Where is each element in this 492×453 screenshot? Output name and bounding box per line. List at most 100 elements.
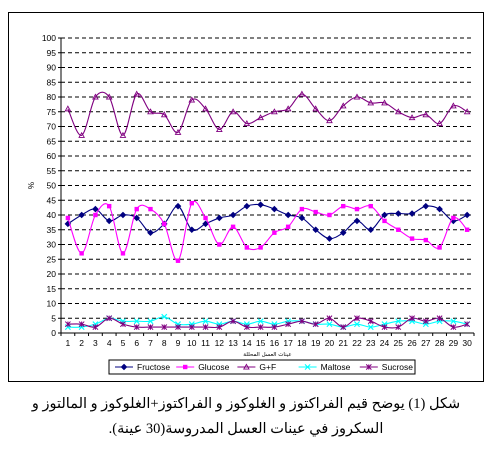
legend-box [108,359,416,375]
y-tick-label: 30 [47,240,57,250]
data-point-fructose [78,211,85,219]
data-point-glucose [437,245,442,250]
data-point-fructose [147,229,154,237]
data-point-fructose [188,226,196,234]
y-tick-label: 75 [47,107,57,117]
axis-labels: 0510152025303540455055606570758085909510… [27,33,472,358]
data-point-g-f [463,108,471,115]
series-line-maltose [67,316,468,328]
x-tick-label: 2 [79,338,84,348]
data-point-g-f [271,108,278,115]
data-point-sucrose [64,321,71,328]
x-tick-label: 28 [435,338,445,348]
y-tick-label: 100 [42,33,56,43]
data-point-glucose [230,224,236,229]
data-point-maltose [147,318,154,325]
data-point-g-f [92,93,99,100]
x-tick-label: 16 [270,338,280,348]
x-tick-label: 27 [421,338,431,348]
y-tick-label: 20 [47,269,57,279]
data-point-glucose [299,206,305,212]
x-tick-label: 15 [256,338,266,348]
y-tick-label: 70 [47,122,57,132]
data-point-glucose [327,212,332,218]
data-point-fructose [353,217,361,225]
x-tick-label: 13 [228,338,238,348]
data-point-glucose [175,258,181,263]
data-point-g-f [229,108,237,115]
data-point-glucose [134,206,139,212]
data-point-sucrose [230,318,237,325]
data-point-maltose [202,318,209,325]
y-axis-title: % [27,182,36,189]
data-point-fructose [92,205,99,213]
y-tick-label: 90 [47,63,57,73]
data-point-g-f [284,105,292,112]
data-point-sucrose [285,321,292,328]
x-tick-label: 18 [297,338,307,348]
series-g-f [64,90,471,138]
data-point-g-f [367,99,375,106]
legend-label-maltose: Maltose [321,362,351,372]
data-point-g-f [202,105,209,112]
data-point-fructose [257,201,264,208]
data-point-g-f [422,111,430,118]
data-point-glucose [368,203,373,209]
data-point-glucose [396,227,401,232]
y-tick-label: 35 [47,225,57,235]
y-tick-label: 80 [47,92,57,102]
data-point-sucrose [409,315,416,322]
caption-line-1: شكل (1) يوضح قيم الفراكتوز و الغلوكوز و … [31,396,461,412]
data-point-g-f [147,108,154,115]
data-point-sucrose [422,318,429,325]
x-tick-label: 26 [407,338,417,348]
data-point-sucrose [202,324,209,331]
data-point-sucrose [216,324,223,331]
y-tick-label: 65 [47,136,57,146]
legend-label-fructose: Fructose [137,362,170,372]
x-tick-label: 23 [366,338,376,348]
x-tick-label: 20 [325,338,335,348]
data-point-sucrose [271,324,278,331]
legend-label-g-f: G+F [259,362,276,372]
y-tick-label: 10 [47,299,57,309]
y-tick-label: 25 [47,254,57,264]
data-point-sucrose [340,324,347,331]
data-point-glucose [451,215,456,221]
data-point-glucose [341,203,346,209]
y-tick-label: 85 [47,77,57,87]
data-point-fructose [284,211,292,219]
data-point-maltose [133,318,140,325]
legend-marker-sucrose [365,364,372,370]
legend-label-glucose: Glucose [198,362,229,372]
data-point-g-f [449,102,457,109]
series-line-g-f [67,91,468,136]
data-point-sucrose [147,324,154,331]
data-point-g-f [64,105,72,112]
data-point-g-f [160,111,168,118]
data-point-fructose [422,202,430,210]
x-tick-label: 6 [134,338,139,348]
x-tick-label: 11 [201,338,210,348]
data-point-sucrose [436,315,443,322]
data-point-g-f [353,93,361,100]
series-line-fructose [67,203,468,240]
data-point-fructose [216,214,223,222]
data-point-fructose [436,205,443,213]
y-tick-label: 15 [47,284,57,294]
data-point-fructose [394,210,402,217]
data-point-maltose [257,318,264,325]
data-point-fructose [133,214,141,222]
y-tick-label: 55 [47,166,57,176]
legend-marker-glucose [183,364,188,370]
data-point-fructose [119,211,127,219]
data-point-maltose [353,321,360,328]
data-point-sucrose [119,321,126,328]
series-line-glucose [67,200,468,262]
data-point-glucose [313,209,318,215]
data-point-glucose [189,201,194,206]
data-point-g-f [119,131,127,138]
x-tick-label: 17 [283,338,293,348]
data-point-glucose [93,212,98,218]
x-tick-label: 3 [93,338,98,348]
